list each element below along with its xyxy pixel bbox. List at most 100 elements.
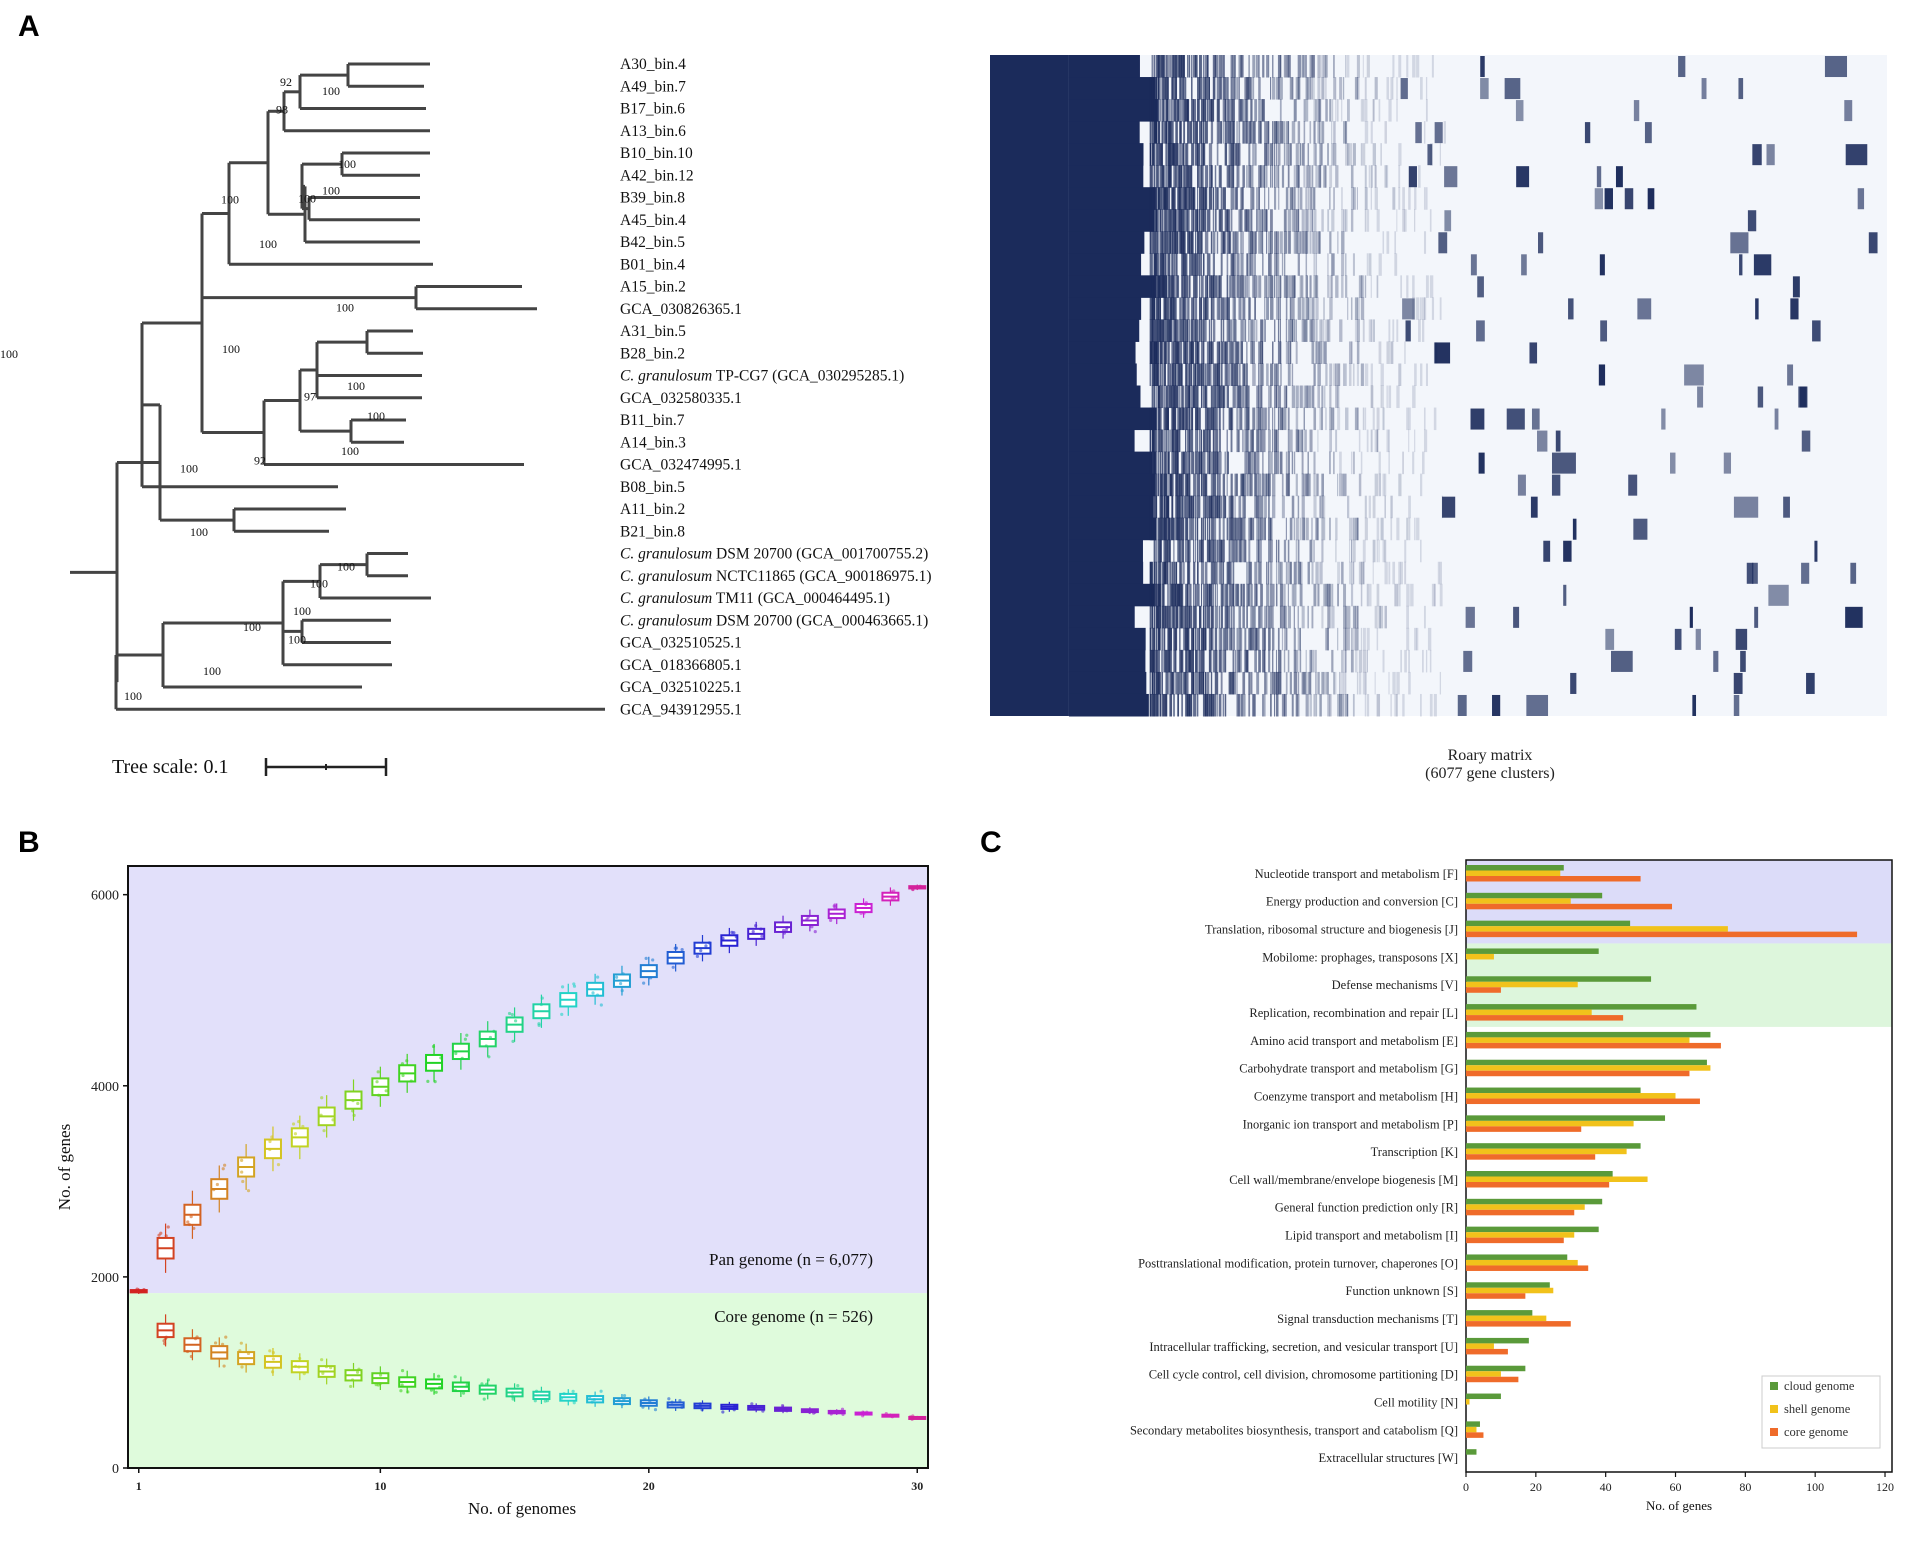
box-point bbox=[356, 1101, 360, 1106]
tree-leaf-label: C. granulosum DSM 20700 (GCA_001700755.2… bbox=[620, 546, 928, 563]
heatmap-cell bbox=[1200, 671, 1205, 695]
heatmap-cell bbox=[1224, 605, 1228, 629]
heatmap-cell bbox=[1347, 99, 1350, 122]
heatmap-cell bbox=[1228, 121, 1232, 144]
panel-a-figure: 1009298100100100100100100100100100100979… bbox=[0, 55, 1887, 782]
heatmap-cell bbox=[1189, 561, 1191, 585]
box-point bbox=[293, 1132, 298, 1136]
heatmap-cell bbox=[1275, 451, 1280, 475]
tree-leaf-label: GCA_018366805.1 bbox=[620, 657, 742, 674]
heatmap-cell bbox=[1295, 231, 1299, 254]
heatmap-cell bbox=[1368, 495, 1371, 519]
heatmap-cell bbox=[1301, 517, 1305, 541]
heatmap-cell bbox=[1339, 693, 1342, 717]
heatmap-cell bbox=[1155, 319, 1159, 342]
heatmap-cell bbox=[1193, 495, 1195, 519]
heatmap-dense-block bbox=[1068, 407, 1157, 431]
heatmap-cell bbox=[1319, 495, 1322, 519]
heatmap-cell bbox=[1402, 693, 1405, 717]
heatmap-cell bbox=[1197, 693, 1199, 717]
heatmap-cell bbox=[1165, 319, 1169, 342]
heatmap-cell bbox=[1183, 561, 1185, 585]
heatmap-cell bbox=[1226, 121, 1230, 144]
heatmap-cell bbox=[1234, 77, 1236, 100]
heatmap-cell bbox=[1404, 649, 1407, 673]
heatmap-cell bbox=[1307, 561, 1310, 585]
heatmap-cell bbox=[1161, 517, 1165, 541]
heatmap-cell bbox=[1208, 341, 1212, 364]
heatmap-cell bbox=[1149, 671, 1151, 695]
heatmap-cell bbox=[1175, 385, 1178, 409]
box-point bbox=[484, 1044, 488, 1048]
heatmap-cell bbox=[1287, 429, 1290, 453]
heatmap-cell bbox=[1297, 495, 1300, 519]
legend-swatch bbox=[1770, 1428, 1778, 1436]
box-point bbox=[721, 1410, 725, 1414]
box-point bbox=[516, 1384, 520, 1388]
heatmap-cell bbox=[1199, 209, 1201, 232]
heatmap-dense-block bbox=[1068, 429, 1135, 453]
pan-box bbox=[156, 1223, 175, 1273]
heatmap-cell bbox=[1256, 55, 1258, 78]
x-tick-label: 1 bbox=[136, 1479, 142, 1493]
heatmap-cell bbox=[1297, 231, 1301, 254]
heatmap-cell bbox=[1248, 561, 1252, 585]
heatmap-cell bbox=[1270, 539, 1273, 563]
heatmap-cell bbox=[1199, 649, 1201, 673]
heatmap-cell bbox=[1372, 319, 1375, 342]
box-point bbox=[246, 1189, 251, 1193]
heatmap-cell bbox=[1175, 627, 1178, 651]
bar-cloud-genome bbox=[1466, 1421, 1480, 1427]
heatmap-cell bbox=[1212, 407, 1216, 431]
heatmap-cell bbox=[1185, 671, 1188, 695]
heatmap-cell bbox=[1352, 605, 1356, 629]
heatmap-cell bbox=[1313, 275, 1317, 298]
heatmap-cell bbox=[1208, 209, 1211, 232]
heatmap-cell bbox=[1374, 429, 1379, 453]
heatmap-cell bbox=[1329, 275, 1333, 298]
heatmap-cell bbox=[1279, 583, 1283, 607]
heatmap-cell bbox=[1197, 363, 1200, 386]
heatmap-cell bbox=[1204, 627, 1207, 651]
heatmap-cell bbox=[1262, 99, 1265, 122]
heatmap-cell bbox=[1380, 143, 1382, 166]
heatmap-cell bbox=[1301, 55, 1304, 78]
heatmap-cell bbox=[1275, 275, 1278, 298]
heatmap-cell bbox=[1423, 297, 1427, 320]
heatmap-cell bbox=[1175, 495, 1179, 519]
heatmap-cell bbox=[1256, 319, 1258, 342]
heatmap-cell bbox=[1283, 231, 1288, 254]
heatmap-cell bbox=[1222, 407, 1225, 431]
box-point bbox=[588, 1395, 592, 1399]
heatmap-cell bbox=[1236, 143, 1239, 166]
heatmap-row bbox=[1068, 671, 1815, 695]
heatmap-cell bbox=[1181, 253, 1184, 276]
heatmap-cell bbox=[1185, 627, 1189, 651]
heatmap-cell bbox=[1155, 451, 1157, 475]
heatmap-cell bbox=[1163, 187, 1167, 210]
heatmap-cell bbox=[1281, 693, 1285, 717]
heatmap-cell bbox=[1246, 583, 1250, 607]
heatmap-cell bbox=[1214, 671, 1219, 695]
heatmap-cell bbox=[1372, 495, 1376, 519]
heatmap-cell bbox=[1307, 143, 1310, 166]
heatmap-cell bbox=[1309, 77, 1312, 100]
heatmap-cell bbox=[1515, 100, 1524, 122]
heatmap-cell bbox=[1195, 385, 1198, 409]
heatmap-cell bbox=[1697, 386, 1704, 408]
box-point bbox=[240, 1158, 244, 1162]
heatmap-cell bbox=[1195, 121, 1198, 144]
heatmap-cell bbox=[1238, 165, 1240, 188]
heatmap-cell bbox=[1155, 363, 1159, 386]
heatmap-cell bbox=[1189, 253, 1191, 276]
heatmap-cell bbox=[1208, 319, 1211, 342]
box-point bbox=[809, 1409, 813, 1413]
heatmap-cell bbox=[1222, 77, 1226, 100]
heatmap-cell bbox=[1287, 561, 1291, 585]
heatmap-cell bbox=[1260, 209, 1263, 232]
heatmap-dense-block bbox=[1068, 341, 1136, 364]
heatmap-cell bbox=[1295, 407, 1299, 431]
heatmap-cell bbox=[1321, 473, 1324, 497]
core-box bbox=[290, 1353, 309, 1381]
heatmap-cell bbox=[1187, 693, 1191, 717]
